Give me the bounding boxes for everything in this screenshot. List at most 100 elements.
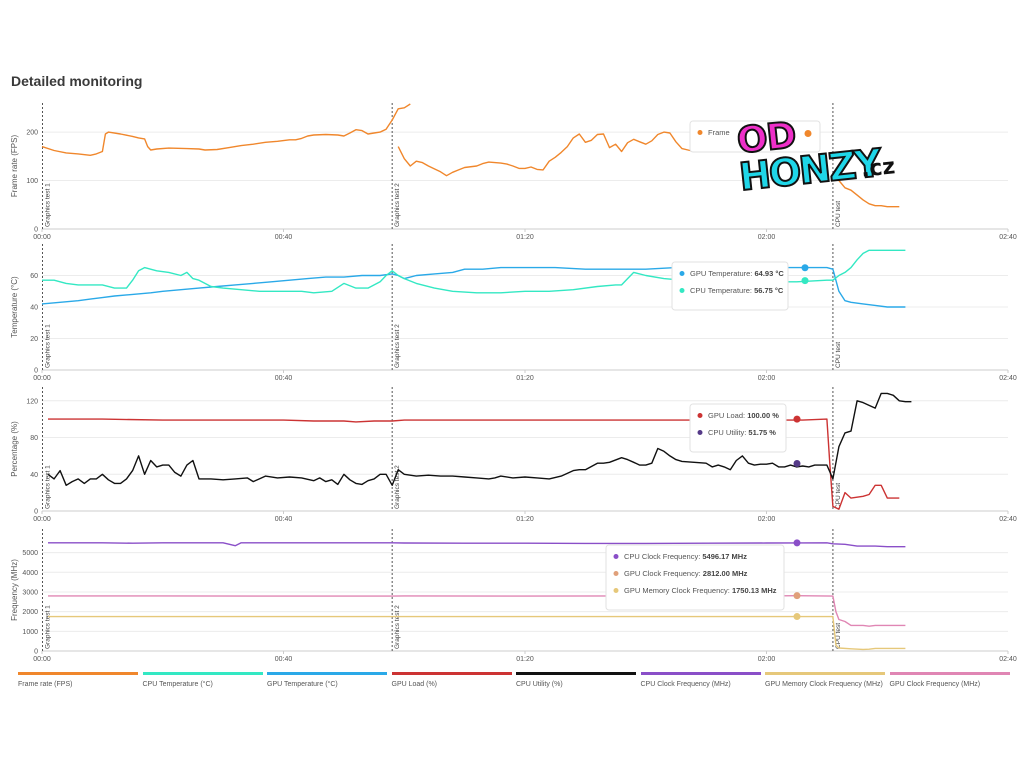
logo-cz-text: .cz bbox=[859, 154, 897, 183]
test-marker-label: Graphics test 2 bbox=[394, 324, 401, 368]
x-tick-label: 00:00 bbox=[33, 516, 51, 523]
legend-item[interactable]: CPU Temperature (°C) bbox=[142, 672, 263, 688]
x-tick-label: 02:40 bbox=[999, 516, 1017, 523]
y-tick-label: 5000 bbox=[22, 550, 38, 557]
y-tick-label: 4000 bbox=[22, 570, 38, 577]
y-tick-label: 40 bbox=[30, 305, 38, 312]
legend-swatch bbox=[640, 672, 761, 675]
tooltip-item: GPU Temperature: 64.93 °C bbox=[690, 269, 784, 278]
series-line bbox=[48, 595, 906, 627]
tooltip-value: 51.75 % bbox=[748, 428, 776, 437]
x-tick-label: 02:00 bbox=[758, 516, 776, 523]
series-line bbox=[397, 131, 737, 177]
tooltip-value: 5496.17 MHz bbox=[702, 552, 747, 561]
tooltip-label: CPU Utility: bbox=[708, 428, 748, 437]
test-marker-label: Graphics test 1 bbox=[45, 183, 52, 227]
x-tick-label: 00:00 bbox=[33, 234, 51, 241]
legend-item[interactable]: CPU Clock Frequency (MHz) bbox=[640, 672, 761, 688]
legend-swatch bbox=[516, 672, 636, 675]
y-axis-label: Frame rate (FPS) bbox=[10, 135, 19, 198]
hover-point bbox=[793, 415, 801, 423]
x-tick-label: 00:00 bbox=[33, 375, 51, 382]
tooltip-item: Frame bbox=[708, 128, 730, 137]
x-tick-label: 01:20 bbox=[516, 234, 534, 241]
odhonzy-logo: OD HONZY .cz bbox=[733, 114, 908, 200]
tooltip-dot bbox=[613, 571, 619, 576]
legend-item[interactable]: GPU Memory Clock Frequency (MHz) bbox=[765, 672, 885, 688]
series-line bbox=[48, 615, 906, 651]
legend-swatch bbox=[142, 672, 263, 675]
legend-item[interactable]: Frame rate (FPS) bbox=[18, 672, 138, 688]
hover-point bbox=[804, 130, 812, 138]
tooltip-box bbox=[605, 544, 785, 611]
legend-item[interactable]: GPU Clock Frequency (MHz) bbox=[889, 672, 1010, 688]
tooltip-value: 56.75 °C bbox=[754, 286, 784, 295]
x-tick-label: 00:40 bbox=[275, 375, 293, 382]
tooltip-dot bbox=[613, 554, 619, 559]
legend-swatch bbox=[18, 672, 138, 675]
legend: Frame rate (FPS) CPU Temperature (°C) GPU … bbox=[18, 672, 1018, 692]
test-marker-label: Graphics test 1 bbox=[45, 605, 52, 649]
y-tick-label: 60 bbox=[30, 273, 38, 280]
tooltip-box bbox=[689, 403, 787, 453]
tooltip-label: CPU Temperature: bbox=[690, 286, 754, 295]
series-line bbox=[42, 249, 906, 294]
legend-label: GPU Clock Frequency (MHz) bbox=[889, 681, 981, 688]
test-marker-label: Graphics test 1 bbox=[45, 324, 52, 368]
hover-point bbox=[793, 459, 801, 467]
series-line bbox=[47, 392, 912, 486]
x-tick-label: 02:00 bbox=[758, 375, 776, 382]
chart-panel: 0 40 80 120 00:00 00:40 01:20 02:00 02:40 Percent… bbox=[10, 387, 1017, 523]
tooltip-item: GPU Memory Clock Frequency: 1750.13 MHz bbox=[624, 586, 777, 595]
y-tick-label: 0 bbox=[34, 227, 38, 234]
y-tick-label: 200 bbox=[26, 130, 38, 137]
legend-item[interactable]: CPU Utility (%) bbox=[516, 672, 636, 688]
hover-point bbox=[801, 264, 809, 272]
tooltip-item: GPU Clock Frequency: 2812.00 MHz bbox=[624, 569, 748, 578]
tooltip-label: GPU Load: bbox=[708, 411, 747, 420]
x-tick-label: 02:40 bbox=[999, 375, 1017, 382]
y-axis-label: Percentage (%) bbox=[10, 421, 19, 477]
tooltip-label: CPU Clock Frequency: bbox=[624, 552, 702, 561]
y-tick-label: 120 bbox=[26, 398, 38, 405]
test-marker-label: CPU test bbox=[835, 342, 842, 368]
x-tick-label: 01:20 bbox=[516, 656, 534, 663]
hover-point bbox=[793, 539, 801, 547]
tooltip-box bbox=[689, 120, 821, 153]
legend-item[interactable]: GPU Temperature (°C) bbox=[267, 672, 387, 688]
chart-panel: 0 100 200 00:00 00:40 01:20 02:00 02:40 Frame ra… bbox=[10, 103, 1017, 241]
tooltip-dot bbox=[697, 413, 703, 418]
hover-point bbox=[793, 613, 801, 621]
legend-swatch bbox=[267, 672, 387, 675]
legend-label: Frame rate (FPS) bbox=[18, 681, 73, 688]
y-axis-label: Frequency (MHz) bbox=[10, 559, 19, 621]
y-tick-label: 40 bbox=[30, 472, 38, 479]
tooltip-dot bbox=[613, 588, 619, 593]
y-tick-label: 20 bbox=[30, 336, 38, 343]
x-tick-label: 00:40 bbox=[275, 516, 293, 523]
series-line bbox=[41, 103, 411, 156]
tooltip-item: CPU Temperature: 56.75 °C bbox=[690, 286, 784, 295]
x-tick-label: 02:00 bbox=[758, 656, 776, 663]
y-tick-label: 100 bbox=[26, 178, 38, 185]
y-tick-label: 1000 bbox=[22, 629, 38, 636]
tooltip-label: GPU Memory Clock Frequency: bbox=[624, 586, 732, 595]
legend-label: CPU Clock Frequency (MHz) bbox=[640, 681, 731, 688]
series-line bbox=[838, 180, 900, 208]
legend-item[interactable]: GPU Load (%) bbox=[391, 672, 512, 688]
x-tick-label: 02:40 bbox=[999, 656, 1017, 663]
tooltip-item: GPU Load: 100.00 % bbox=[708, 411, 779, 420]
hover-point bbox=[793, 592, 801, 600]
chart-panel: 0 1000 2000 3000 4000 5000 00:00 00:40 01:20 02:0… bbox=[10, 529, 1017, 663]
legend-swatch bbox=[391, 672, 512, 675]
tooltip-dot bbox=[679, 271, 685, 276]
tooltip-dot bbox=[697, 430, 703, 435]
x-tick-label: 00:40 bbox=[275, 656, 293, 663]
series-line bbox=[48, 418, 900, 510]
x-tick-label: 01:20 bbox=[516, 375, 534, 382]
tooltip-value: 1750.13 MHz bbox=[732, 586, 777, 595]
y-axis-label: Temperature (°C) bbox=[10, 276, 19, 338]
tooltip-item: CPU Clock Frequency: 5496.17 MHz bbox=[624, 552, 747, 561]
tooltip-label: GPU Clock Frequency: bbox=[624, 569, 703, 578]
